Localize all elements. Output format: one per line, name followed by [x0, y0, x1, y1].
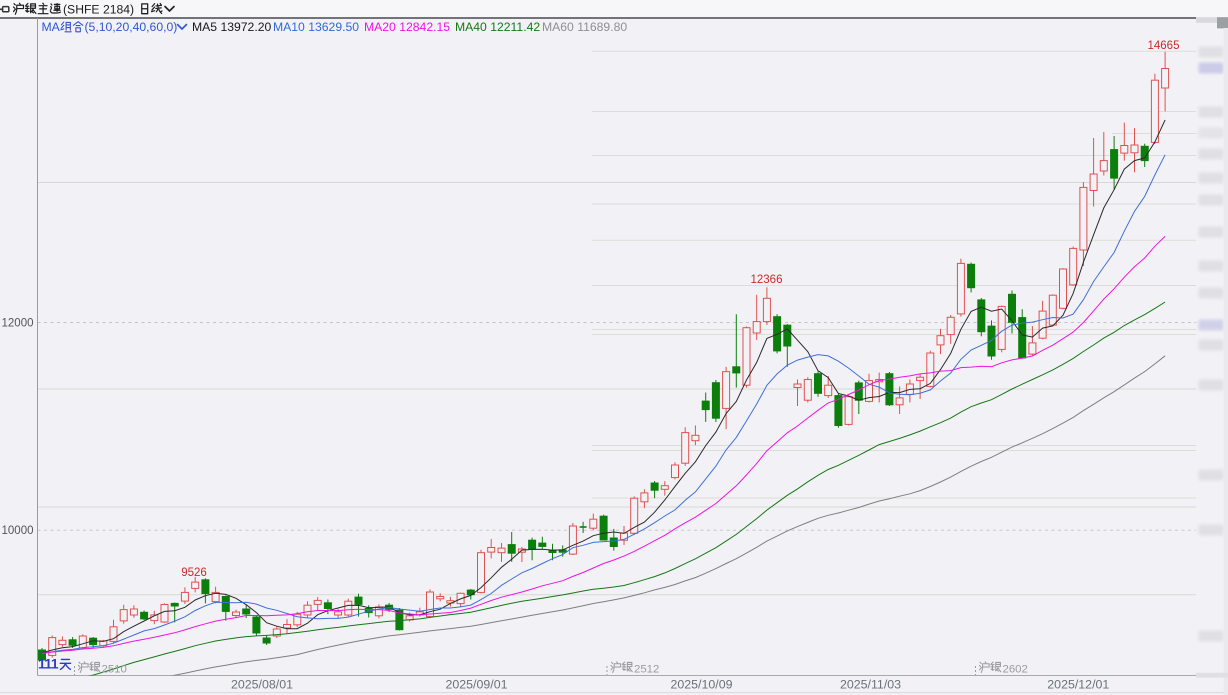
svg-text:2025/08/01: 2025/08/01: [231, 678, 293, 692]
svg-text:(5,10,20,40,60,0): (5,10,20,40,60,0): [85, 20, 178, 34]
svg-text:12000: 12000: [2, 318, 34, 330]
svg-text:MA60 11689.80: MA60 11689.80: [542, 20, 627, 34]
svg-text:9526: 9526: [181, 567, 207, 579]
svg-text:2025/12/01: 2025/12/01: [1047, 678, 1109, 692]
svg-text:10000: 10000: [2, 525, 34, 537]
svg-text:2025/10/09: 2025/10/09: [670, 678, 732, 692]
svg-text:14665: 14665: [1148, 40, 1180, 52]
svg-text:MA40 12211.42: MA40 12211.42: [455, 20, 540, 34]
svg-text:MA20 12842.15: MA20 12842.15: [364, 20, 450, 34]
svg-text:2025/09/01: 2025/09/01: [445, 678, 507, 692]
svg-text:2510: 2510: [102, 664, 127, 676]
svg-text:MA5 13972.20: MA5 13972.20: [192, 20, 272, 34]
svg-text:2512: 2512: [634, 664, 659, 676]
svg-text:2602: 2602: [1003, 664, 1028, 676]
svg-text:2025/11/03: 2025/11/03: [840, 678, 901, 692]
svg-text:12366: 12366: [751, 274, 783, 286]
svg-text:MA: MA: [42, 20, 61, 34]
svg-text:111: 111: [38, 657, 59, 672]
svg-text:MA10 13629.50: MA10 13629.50: [273, 20, 359, 34]
svg-text:(SHFE 2184): (SHFE 2184): [63, 3, 134, 17]
